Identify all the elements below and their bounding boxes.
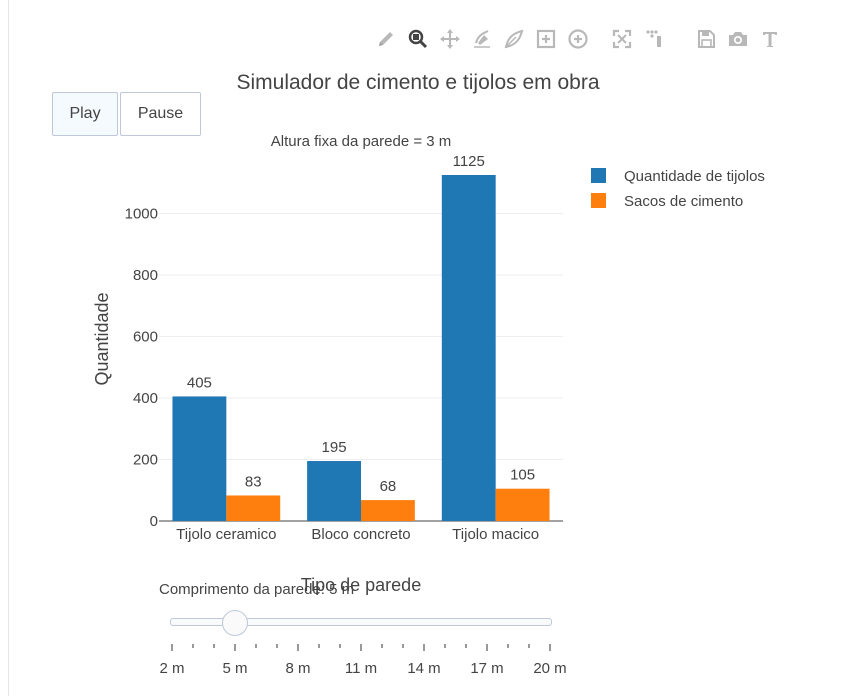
slider-current-value-label: Comprimento da parede: 5 m xyxy=(159,581,355,598)
x-tick-label: Tijolo macico xyxy=(452,526,539,543)
bar-data-label: 83 xyxy=(245,473,262,490)
bar-data-label: 405 xyxy=(187,374,212,391)
bar-data-label: 68 xyxy=(380,478,397,495)
legend-item-label[interactable]: Sacos de cimento xyxy=(624,193,743,210)
legend-swatch[interactable] xyxy=(591,193,606,208)
slider-tick-label[interactable]: 11 m xyxy=(345,660,377,677)
draw-closed-path-icon[interactable] xyxy=(502,27,526,51)
chart-title: Simulador de cimento e tijolos em obra xyxy=(236,71,599,94)
chart-subtitle: Altura fixa da parede = 3 m xyxy=(271,133,452,150)
x-tick-label: Tijolo ceramico xyxy=(176,526,276,543)
legend-swatch[interactable] xyxy=(591,168,606,183)
pencil-icon[interactable] xyxy=(374,27,398,51)
reset-axes-icon[interactable] xyxy=(642,27,666,51)
pause-button[interactable]: Pause xyxy=(120,92,201,136)
bar-cement-2[interactable] xyxy=(361,500,415,521)
slider-tick-label[interactable]: 5 m xyxy=(222,660,247,677)
y-tick-label: 1000 xyxy=(125,205,158,222)
text-icon[interactable] xyxy=(758,27,782,51)
y-tick-label: 400 xyxy=(133,390,158,407)
draw-rect-icon[interactable] xyxy=(534,27,558,51)
autoscale-icon[interactable] xyxy=(610,27,634,51)
x-tick-label: Bloco concreto xyxy=(311,526,410,543)
y-tick-label: 0 xyxy=(150,513,158,530)
slider-tick-label[interactable]: 8 m xyxy=(285,660,310,677)
left-border xyxy=(8,0,9,696)
draw-open-path-icon[interactable] xyxy=(470,27,494,51)
zoom-icon[interactable] xyxy=(406,27,430,51)
bar-data-label: 1125 xyxy=(453,153,485,170)
legend: Quantidade de tijolos Sacos de cimento xyxy=(591,168,765,210)
bar-bricks-1[interactable] xyxy=(172,396,227,521)
y-tick-label: 600 xyxy=(133,328,158,345)
slider-tick-label[interactable]: 14 m xyxy=(407,660,440,677)
bar-bricks-3[interactable] xyxy=(441,175,496,521)
bar-cement-3[interactable] xyxy=(495,488,550,521)
draw-circle-icon[interactable] xyxy=(566,27,590,51)
slider-tick-label[interactable]: 17 m xyxy=(470,660,503,677)
slider-tick-label[interactable]: 2 m xyxy=(159,660,184,677)
camera-icon[interactable] xyxy=(726,27,750,51)
y-tick-label: 800 xyxy=(133,267,158,284)
save-icon[interactable] xyxy=(694,27,718,51)
x-axis-title: Tipo de parede xyxy=(301,575,421,595)
y-axis-title: Quantidade xyxy=(92,292,112,385)
bar-cement-1[interactable] xyxy=(226,495,281,521)
slider-handle[interactable] xyxy=(222,610,248,636)
play-button[interactable]: Play xyxy=(52,92,118,136)
bar-bricks-2[interactable] xyxy=(307,461,361,521)
bar-data-label: 195 xyxy=(322,439,347,456)
slider-rail[interactable] xyxy=(170,618,552,626)
y-tick-label: 200 xyxy=(133,451,158,468)
slider-tick-label[interactable]: 20 m xyxy=(533,660,566,677)
bar-data-label: 105 xyxy=(510,467,535,484)
legend-item-label[interactable]: Quantidade de tijolos xyxy=(624,168,765,185)
pan-icon[interactable] xyxy=(438,27,462,51)
